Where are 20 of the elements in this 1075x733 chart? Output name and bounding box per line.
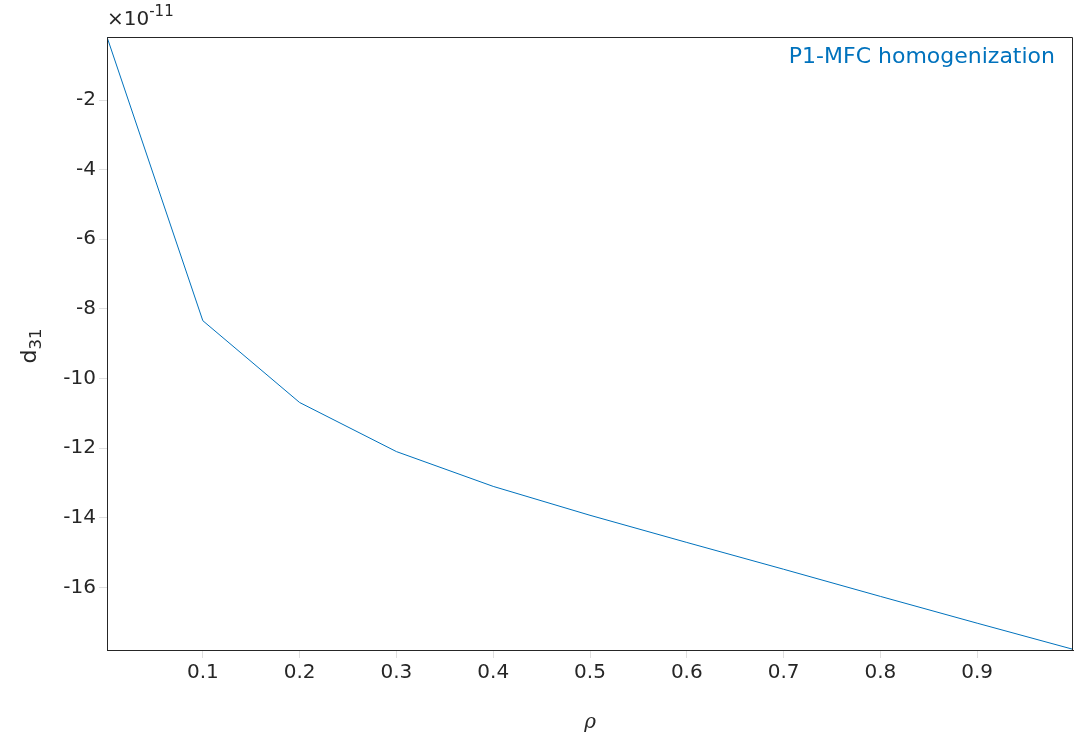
x-tick-label: 0.9 — [961, 659, 994, 684]
x-tick-label: 0.2 — [283, 659, 316, 684]
x-tick-label: 0.6 — [670, 659, 703, 684]
x-axis-title: ρ — [583, 709, 597, 733]
x-tick-label: 0.8 — [864, 659, 897, 684]
x-tick-label: 0.3 — [380, 659, 413, 684]
y-tick-label: -10 — [63, 364, 96, 389]
y-tick-label: -6 — [76, 225, 96, 250]
text: P1-MFC homogenization — [788, 42, 1056, 68]
y-tick-label: -12 — [63, 434, 96, 459]
y-axis-title: d31 — [15, 328, 45, 364]
x-tick-label: 0.7 — [767, 659, 800, 684]
x-tick-label: 0.5 — [574, 659, 606, 684]
x-tick-label: 0.1 — [186, 659, 219, 684]
y-tick-label: -8 — [76, 295, 96, 320]
x-tick-label: 0.4 — [477, 659, 510, 684]
y-tick-label: -14 — [63, 503, 96, 528]
y-tick-label: -16 — [63, 573, 96, 598]
y-tick-label: -2 — [76, 86, 96, 111]
y-tick-label: -4 — [76, 155, 96, 180]
